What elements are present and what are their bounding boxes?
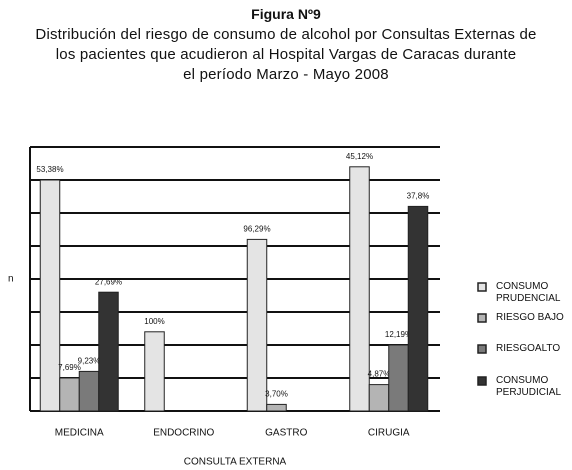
data-label: 9,23%: [78, 357, 101, 366]
data-label: 4,87%: [368, 370, 391, 379]
data-label: 27,69%: [95, 277, 122, 286]
bar: [368, 384, 390, 412]
legend-label: RIESGO BAJO: [496, 312, 564, 323]
data-label: 7,69%: [58, 363, 81, 372]
chart-subtitle: los pacientes que acudieron al Hospital …: [55, 46, 517, 63]
legend-label: CONSUMO PERJUDICIAL: [496, 375, 562, 398]
bar: [144, 331, 165, 412]
legend-label: RIESGOALTO: [496, 343, 561, 354]
bar: [78, 370, 100, 412]
y-axis-label: n: [8, 274, 14, 285]
bar: [349, 166, 370, 412]
legend-label: CONSUMO PRUDENCIAL: [496, 281, 561, 304]
bar: [39, 179, 61, 412]
bar: [98, 291, 119, 412]
legend-swatch: [477, 344, 487, 354]
chart-subtitle: el período Marzo - Mayo 2008: [183, 66, 389, 83]
x-tick-label: CIRUGIA: [368, 428, 410, 439]
bar: [407, 205, 429, 412]
x-tick-label: ENDOCRINO: [153, 428, 214, 439]
x-tick-label: MEDICINA: [55, 428, 104, 439]
chart-subtitle: Distribución del riesgo de consumo de al…: [35, 26, 537, 43]
x-tick-label: GASTRO: [265, 428, 307, 439]
bar: [246, 238, 268, 412]
legend-swatch: [477, 282, 487, 292]
legend-swatch: [477, 376, 487, 386]
bar: [59, 377, 80, 412]
data-label: 53,38%: [36, 165, 63, 174]
data-label: 96,29%: [243, 225, 270, 234]
data-label: 100%: [144, 317, 164, 326]
bar: [266, 403, 287, 412]
legend-swatch: [477, 313, 487, 323]
bar: [388, 344, 409, 412]
data-label: 3,70%: [265, 390, 288, 399]
data-label: 37,8%: [407, 192, 430, 201]
x-axis-label: CONSULTA EXTERNA: [184, 457, 287, 468]
data-label: 45,12%: [346, 152, 373, 161]
chart-title: Figura Nº9: [251, 6, 321, 22]
data-label: 12,19%: [385, 330, 412, 339]
